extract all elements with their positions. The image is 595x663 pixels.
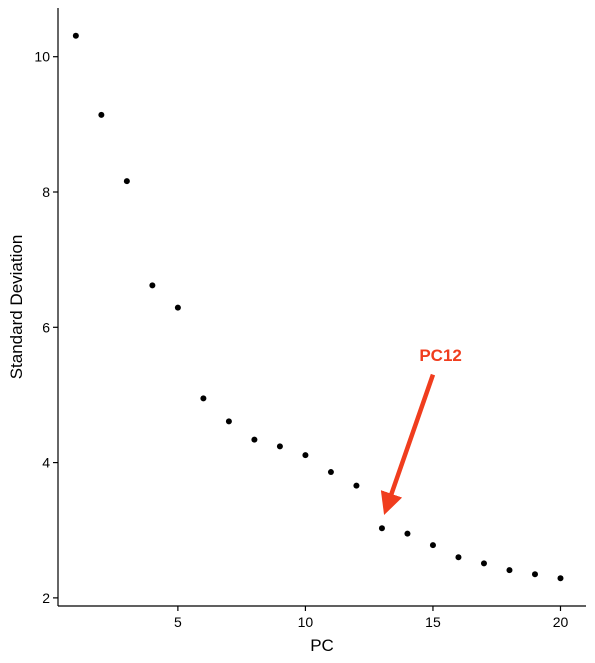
data-point <box>353 482 360 489</box>
x-tick-label: 5 <box>174 614 182 630</box>
data-point <box>200 395 207 402</box>
data-point <box>225 418 232 425</box>
data-point <box>327 469 334 476</box>
data-points <box>72 32 564 582</box>
data-point <box>506 567 513 574</box>
data-point <box>72 32 79 39</box>
annotation-arrow <box>380 373 436 516</box>
y-axis-ticks: 2 4 6 8 10 <box>34 49 58 606</box>
x-axis-title: PC <box>310 636 334 655</box>
data-point <box>149 282 156 289</box>
data-point <box>557 575 564 582</box>
data-point <box>174 304 181 311</box>
x-axis-ticks: 5 10 15 20 <box>174 606 569 630</box>
x-tick-label: 15 <box>425 614 441 630</box>
data-point <box>302 452 309 459</box>
y-tick-label: 6 <box>42 319 50 335</box>
data-point <box>480 560 487 567</box>
data-point <box>123 178 130 185</box>
data-point <box>404 530 411 537</box>
y-axis-title: Standard Deviation <box>7 235 26 380</box>
data-point <box>378 525 385 532</box>
data-point <box>531 571 538 578</box>
data-point <box>251 436 258 443</box>
y-tick-label: 8 <box>42 184 50 200</box>
y-tick-label: 2 <box>42 590 50 606</box>
annotation-label: PC12 <box>419 346 462 365</box>
x-tick-label: 10 <box>298 614 314 630</box>
data-point <box>429 542 436 549</box>
data-point <box>98 111 105 118</box>
y-tick-label: 10 <box>34 49 50 65</box>
y-tick-label: 4 <box>42 455 50 471</box>
data-point <box>455 554 462 561</box>
x-tick-label: 20 <box>553 614 569 630</box>
data-point <box>276 443 283 450</box>
